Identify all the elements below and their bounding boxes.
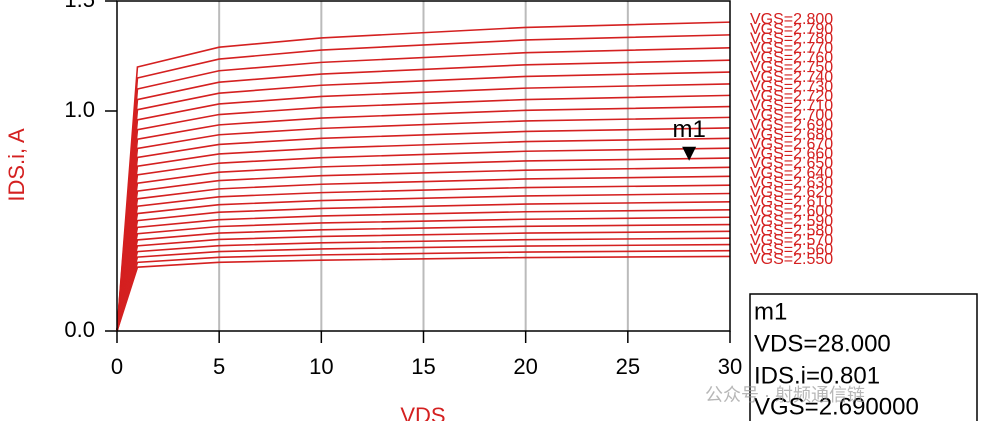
curve [116, 94, 731, 332]
curve [116, 175, 731, 332]
series-label: VGS=2.780 [750, 30, 833, 47]
curve [116, 255, 731, 332]
series-label: VGS=2.670 [750, 136, 833, 153]
curve [116, 237, 731, 332]
marker-info: IDS.i=0.801 [754, 362, 880, 389]
series-label: VGS=2.710 [750, 98, 833, 115]
curve [116, 83, 731, 332]
curve [116, 216, 731, 332]
curve [116, 105, 731, 332]
series-label: VGS=2.640 [750, 165, 833, 182]
x-tick-label: 15 [411, 354, 435, 379]
curve [116, 127, 731, 332]
curve [116, 116, 731, 332]
series-label: VGS=2.690 [750, 117, 833, 134]
curve [116, 147, 731, 332]
y-tick-label: 1.0 [64, 97, 95, 122]
series-label: VGS=2.600 [750, 203, 833, 220]
x-axis-label: VDS [400, 403, 445, 421]
y-axis-label: IDS.i, A [4, 128, 29, 202]
series-label: VGS=2.740 [750, 69, 833, 86]
curve [116, 166, 731, 332]
marker [682, 146, 697, 161]
series-label: VGS=2.680 [750, 126, 833, 143]
x-tick-label: 5 [213, 354, 225, 379]
marker-info: VDS=28.000 [754, 330, 891, 357]
x-tick-label: 25 [616, 354, 640, 379]
series-label: VGS=2.730 [750, 78, 833, 95]
curve [116, 157, 731, 332]
series-label: VGS=2.590 [750, 213, 833, 230]
curve [116, 208, 731, 332]
curve [116, 249, 731, 332]
series-label: VGS=2.700 [750, 107, 833, 124]
curve [116, 243, 731, 332]
series-label: VGS=2.650 [750, 155, 833, 172]
series-label: VGS=2.800 [750, 11, 833, 28]
x-tick-label: 20 [513, 354, 537, 379]
curve [116, 223, 731, 332]
series-label: VGS=2.790 [750, 21, 833, 38]
watermark: 公众号 · 射频通信链 [705, 385, 865, 405]
marker-info: m1 [754, 298, 787, 325]
series-label: VGS=2.580 [750, 222, 833, 239]
marker-info: VGS=2.690000 [754, 393, 919, 420]
series-label: VGS=2.550 [750, 251, 833, 268]
y-tick-label: 0.0 [64, 317, 95, 342]
series-label: VGS=2.620 [750, 184, 833, 201]
x-tick-label: 10 [309, 354, 333, 379]
series-label: VGS=2.770 [750, 40, 833, 57]
series-label: VGS=2.560 [750, 242, 833, 259]
marker-box [749, 293, 978, 421]
x-tick-label: 0 [111, 354, 123, 379]
curve [116, 230, 731, 332]
series-label: VGS=2.660 [750, 146, 833, 163]
curve [116, 137, 731, 332]
series-label: VGS=2.610 [750, 194, 833, 211]
series-label: VGS=2.750 [750, 59, 833, 76]
series-label: VGS=2.760 [750, 50, 833, 67]
series-label: VGS=2.570 [750, 232, 833, 249]
series-label: VGS=2.630 [750, 174, 833, 191]
x-tick-label: 30 [718, 354, 742, 379]
curve [116, 201, 731, 332]
curve [116, 71, 731, 332]
y-tick-label: 1.5 [64, 0, 95, 12]
curve [116, 192, 731, 332]
plot-border [116, 0, 731, 332]
curve [116, 184, 731, 332]
series-label: VGS=2.720 [750, 88, 833, 105]
marker-name: m1 [672, 116, 705, 143]
